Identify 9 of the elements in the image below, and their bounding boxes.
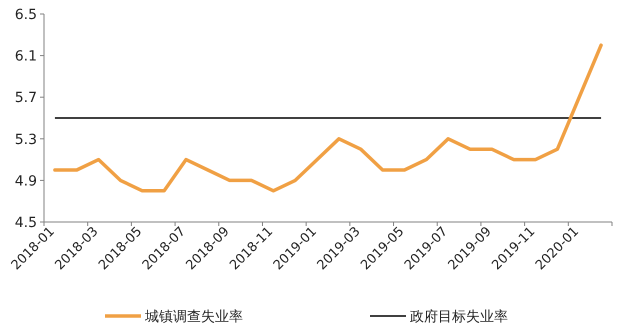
legend-label: 政府目标失业率 (410, 309, 508, 325)
y-tick-label: 4.5 (14, 215, 37, 231)
y-tick-label: 5.7 (14, 90, 37, 106)
legend-label: 城镇调查失业率 (144, 309, 243, 325)
y-tick-label: 4.9 (14, 173, 37, 190)
y-tick-label: 6.1 (14, 48, 37, 65)
y-tick-label: 5.3 (14, 132, 37, 148)
line-series (53, 43, 603, 193)
y-tick-label: 6.5 (14, 7, 37, 23)
